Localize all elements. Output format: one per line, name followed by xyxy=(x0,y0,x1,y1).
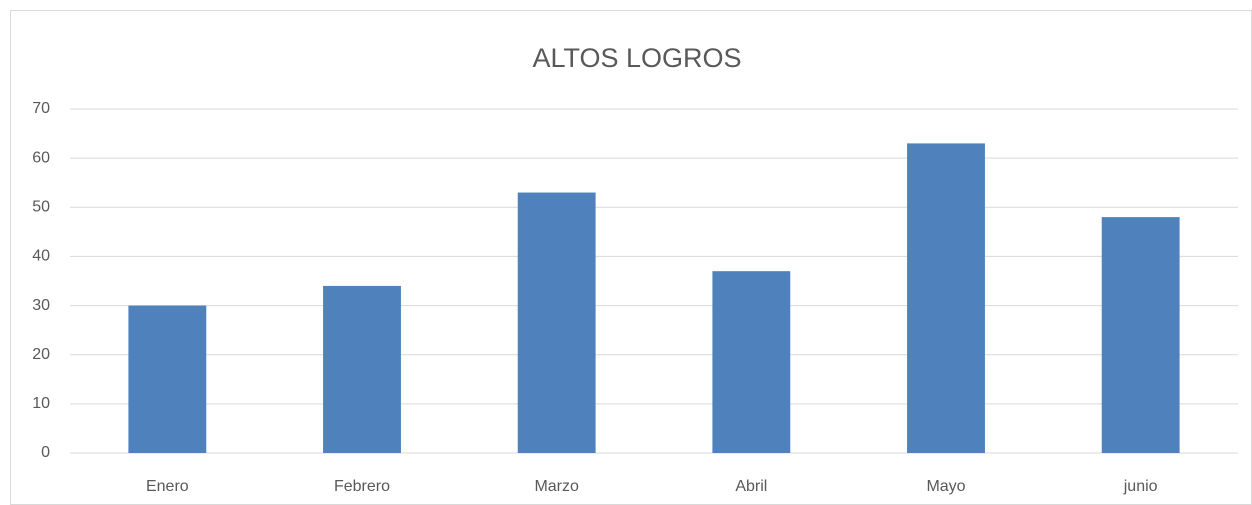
bar xyxy=(1101,217,1180,453)
y-tick-label: 10 xyxy=(32,395,50,412)
bar xyxy=(517,192,596,454)
bar xyxy=(128,305,207,453)
bar xyxy=(907,143,985,453)
x-tick-label: Mayo xyxy=(926,478,965,495)
bar xyxy=(712,271,791,453)
x-tick-label: Enero xyxy=(146,478,189,495)
x-tick-label: Febrero xyxy=(334,478,390,495)
x-tick-label: Abril xyxy=(735,478,767,495)
y-tick-label: 70 xyxy=(32,100,50,117)
x-tick-label: junio xyxy=(1123,478,1158,495)
chart-title: ALTOS LOGROS xyxy=(532,43,741,73)
bar xyxy=(323,285,401,453)
y-tick-label: 40 xyxy=(32,248,50,265)
y-tick-label: 20 xyxy=(32,346,50,363)
y-tick-label: 0 xyxy=(41,444,50,461)
chart-border xyxy=(10,10,1252,505)
y-tick-label: 50 xyxy=(32,199,50,216)
x-tick-label: Marzo xyxy=(534,478,579,495)
y-tick-label: 60 xyxy=(32,149,50,166)
y-tick-label: 30 xyxy=(32,297,50,314)
